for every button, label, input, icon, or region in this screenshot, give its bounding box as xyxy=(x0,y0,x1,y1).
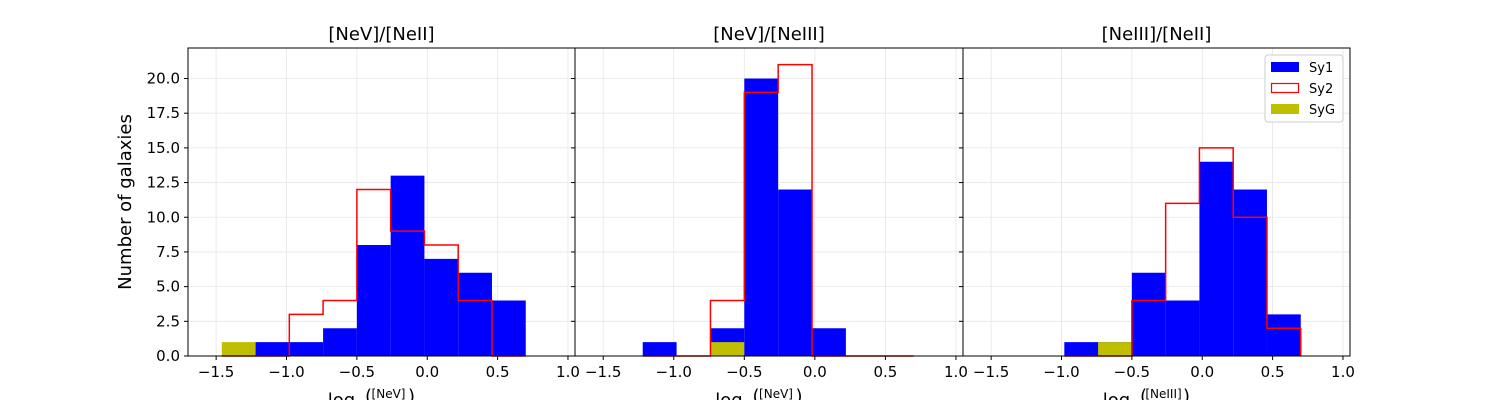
bar-sy1 xyxy=(1199,161,1234,356)
bar-sy1 xyxy=(812,328,846,356)
legend: Sy1 Sy2 SyG xyxy=(1264,54,1344,123)
bar-sy1 xyxy=(778,189,813,356)
x-tick-label: −0.5 xyxy=(726,363,762,381)
x-axis-label-ratio: [NeV] xyxy=(759,387,793,400)
bar-sy1 xyxy=(458,272,492,356)
legend-label-sy1: Sy1 xyxy=(1309,61,1333,76)
x-tick-label: −1.5 xyxy=(973,363,1009,381)
y-tick-label: 10.0 xyxy=(147,208,180,226)
x-tick-label: 0.0 xyxy=(1190,363,1214,381)
bar-sy1 xyxy=(390,175,425,356)
x-tick-label: 1.0 xyxy=(944,363,968,381)
x-tick-label: 0.0 xyxy=(803,363,827,381)
x-axis-label-paren-close: ) xyxy=(1183,386,1190,400)
y-axis-label: Number of galaxies xyxy=(115,114,136,290)
bar-sy1 xyxy=(255,342,290,356)
step-line-sy2 xyxy=(221,188,526,357)
step-line-sy2 xyxy=(1064,147,1302,357)
x-tick-label: 0.5 xyxy=(1261,363,1285,381)
x-axis-label-log: log xyxy=(1103,390,1130,400)
x-tick-label: 1.0 xyxy=(1331,363,1355,381)
bar-sy1 xyxy=(1131,272,1166,356)
bar-sy1 xyxy=(356,245,391,356)
bar-sy1 xyxy=(1064,342,1099,356)
histogram-panel-1: −1.5 −1.0 −0.5 0.0 0.5 1.0 0.0 2.5 5.0 7.5 10.0 12.… xyxy=(147,24,580,400)
x-tick-label: −1.0 xyxy=(656,363,692,381)
x-tick-label: −1.5 xyxy=(585,363,621,381)
x-tick-label: 0.5 xyxy=(873,363,897,381)
x-axis-label-ratio: [NeV] xyxy=(372,387,406,400)
y-tick-label: 2.5 xyxy=(156,312,180,330)
y-tick-label: 15.0 xyxy=(147,139,180,157)
x-tick-label: 0.0 xyxy=(415,363,439,381)
y-tick-label: 17.5 xyxy=(147,104,180,122)
bar-sy1 xyxy=(1266,314,1301,356)
y-tick-label: 0.0 xyxy=(156,347,180,365)
histogram-panel-3: −1.5 −1.0 −0.5 0.0 0.5 1.0 [NeIII]/[NeII] log ([… xyxy=(959,24,1355,400)
legend-label-syg: SyG xyxy=(1309,103,1335,118)
legend-swatch-syg xyxy=(1271,104,1299,114)
panel-title: [NeV]/[NeII] xyxy=(328,24,434,45)
legend-swatch-sy2 xyxy=(1270,82,1300,94)
axes-frame xyxy=(962,47,1351,357)
legend-swatch-sy1 xyxy=(1271,62,1299,72)
bar-sy1 xyxy=(424,258,459,356)
legend-label-sy2: Sy2 xyxy=(1309,82,1333,97)
y-tick-label: 5.0 xyxy=(156,278,180,296)
x-axis-label-paren-open: ( xyxy=(1140,386,1147,400)
histogram-panel-2: −1.5 −1.0 −0.5 0.0 0.5 1.0 [NeV]/[NeIII] log ([N… xyxy=(571,24,968,400)
panel-title: [NeIII]/[NeII] xyxy=(1102,24,1212,45)
x-axis-label-log: log xyxy=(715,390,742,400)
bar-syg xyxy=(1098,342,1132,356)
x-tick-label: 0.5 xyxy=(486,363,510,381)
bar-sy1 xyxy=(289,342,324,356)
y-tick-label: 20.0 xyxy=(147,70,180,88)
bar-sy1 xyxy=(491,300,526,356)
x-tick-label: −1.5 xyxy=(198,363,234,381)
bar-sy1 xyxy=(1233,189,1267,356)
bar-sy1 xyxy=(744,78,779,356)
x-axis-label-paren-open: ( xyxy=(365,386,372,400)
bar-syg xyxy=(710,342,745,356)
x-axis-label-log: log xyxy=(328,390,355,400)
bar-sy1 xyxy=(323,328,357,356)
y-tick-label: 12.5 xyxy=(147,174,180,192)
bar-syg xyxy=(221,342,256,356)
x-tick-label: −0.5 xyxy=(339,363,375,381)
x-axis-label-paren-close: ) xyxy=(408,386,415,400)
x-axis-label-ratio: [NeIII] xyxy=(1145,387,1181,400)
x-tick-label: −1.0 xyxy=(268,363,304,381)
x-tick-label: −0.5 xyxy=(1114,363,1150,381)
x-tick-label: 1.0 xyxy=(556,363,580,381)
x-axis-label-paren-open: ( xyxy=(752,386,759,400)
x-axis-label-paren-close: ) xyxy=(795,386,802,400)
panel-title: [NeV]/[NeIII] xyxy=(713,24,824,45)
bar-sy1 xyxy=(1165,300,1200,356)
y-tick-label: 7.5 xyxy=(156,243,180,261)
bar-sy1 xyxy=(642,342,677,356)
x-tick-label: −1.0 xyxy=(1043,363,1079,381)
